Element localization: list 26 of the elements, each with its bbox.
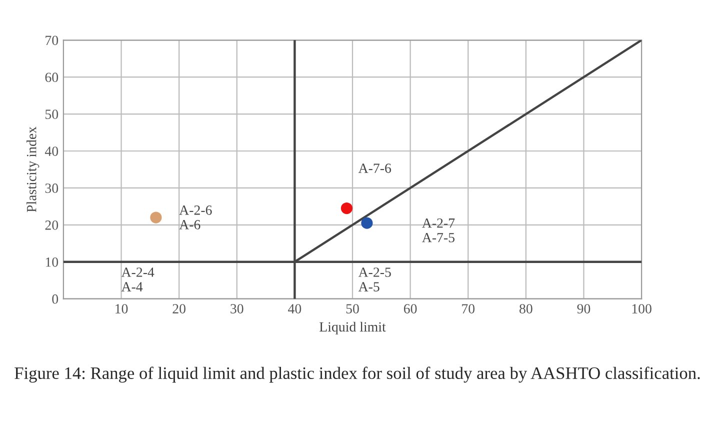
y-tick-label: 50 [46, 110, 58, 120]
annotation: A-2-6 A-6 [179, 206, 212, 230]
x-tick-label: 60 [404, 304, 417, 314]
annotation: A-2-5 A-5 [358, 268, 391, 292]
x-tick-label: 70 [462, 304, 475, 314]
y-axis-title: Plasticity index [26, 126, 40, 212]
x-tick-label: 30 [230, 304, 244, 314]
annotation: A-2-4 A-4 [121, 268, 154, 292]
x-tick-label: 50 [346, 304, 359, 314]
x-axis-title: Liquid limit [320, 322, 386, 334]
annotation: A-2-7 A-7-5 [422, 218, 455, 242]
x-tick-label: 10 [116, 304, 128, 314]
caption: Figure 14: Range of liquid limit and plastic index for soil of study area by AASHTO classification. [14, 366, 700, 383]
annotation: A-7-6 [358, 164, 392, 173]
y-tick-label: 10 [46, 257, 58, 267]
y-tick-label: 40 [44, 146, 58, 156]
y-tick-label: 60 [45, 72, 58, 82]
x-tick-label: 20 [172, 304, 186, 314]
y-tick-label: 70 [46, 36, 58, 46]
y-tick-label: 30 [45, 184, 58, 193]
x-tick-label: 100 [632, 304, 652, 314]
y-tick-label: 20 [45, 220, 58, 230]
x-tick-label: 40 [288, 304, 302, 314]
x-tick-label: 80 [520, 304, 532, 314]
y-tick-label: 0 [52, 294, 58, 304]
x-tick-label: 90 [577, 304, 590, 314]
